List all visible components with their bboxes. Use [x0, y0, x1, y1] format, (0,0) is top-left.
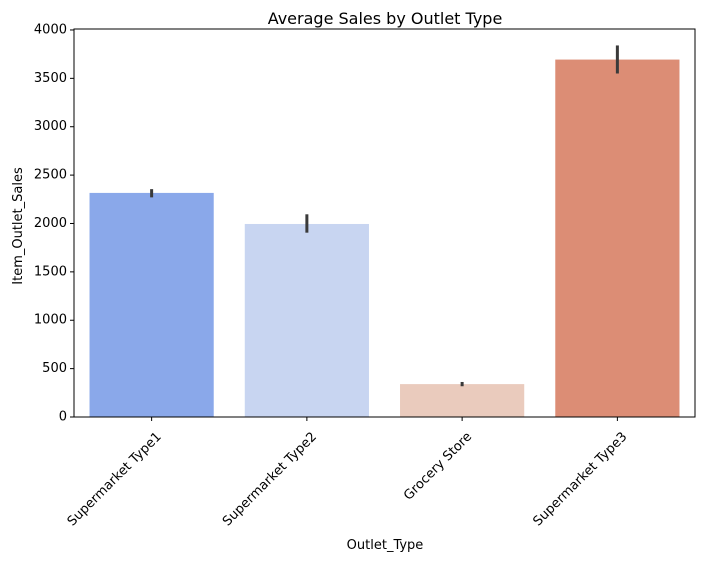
x-tick-label-1: Supermarket Type2	[220, 429, 320, 529]
x-tick-label-3: Supermarket Type3	[531, 429, 631, 529]
error-bars-group	[150, 45, 619, 387]
x-axis: Supermarket Type1 Supermarket Type2 Grocer…	[65, 417, 631, 529]
y-tick-label-3: 1500	[34, 264, 67, 279]
bar-2	[400, 384, 525, 417]
bar-1	[244, 223, 369, 417]
plot-frame	[73, 28, 696, 418]
y-tick-label-6: 3000	[34, 119, 67, 134]
x-tick-label-2: Grocery Store	[401, 429, 475, 503]
y-axis-label: Item_Outlet_Sales	[11, 167, 26, 285]
bars-group	[89, 59, 680, 417]
y-tick-label-4: 2000	[34, 216, 67, 231]
y-tick-label-5: 2500	[34, 168, 67, 183]
chart-title: Average Sales by Outlet Type	[268, 9, 503, 28]
y-tick-label-7: 3500	[34, 71, 67, 86]
y-tick-label-0: 0	[59, 410, 67, 425]
x-tick-label-0: Supermarket Type1	[65, 429, 165, 529]
x-axis-label: Outlet_Type	[347, 538, 424, 553]
bar-0	[89, 192, 214, 417]
bar-3	[555, 59, 680, 417]
y-tick-label-2: 1000	[34, 313, 67, 328]
y-tick-label-1: 500	[42, 361, 67, 376]
y-tick-label-8: 4000	[34, 22, 67, 37]
y-axis: 0 500 1000 1500 2000 2500 3000 3500 4000	[34, 22, 74, 425]
